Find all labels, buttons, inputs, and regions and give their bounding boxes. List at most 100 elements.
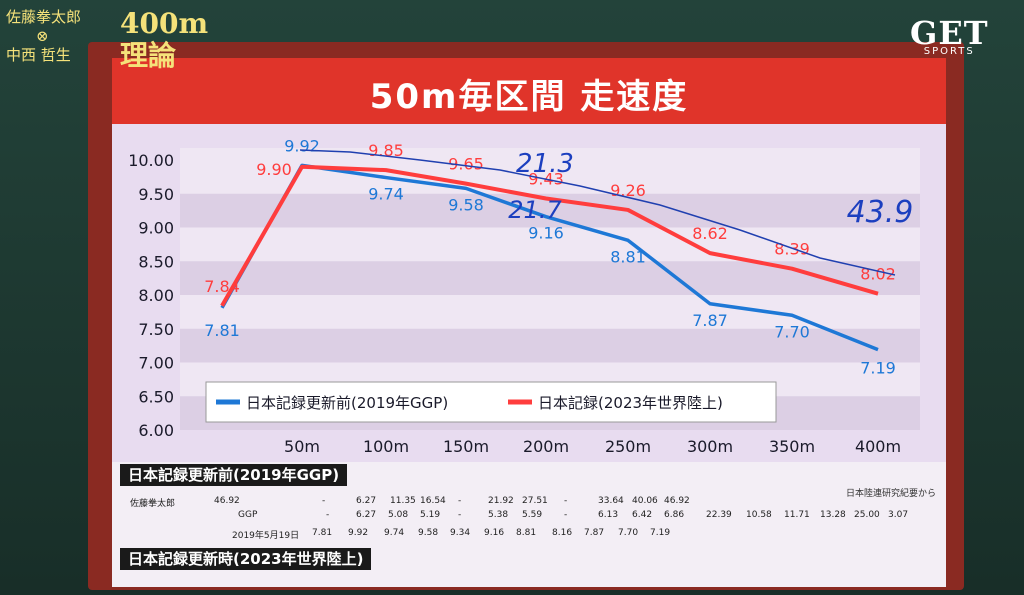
y-tick-label: 8.00 [138,286,174,305]
channel-logo: GET SPORTS [910,14,989,57]
table-cell: 9.34 [450,528,471,538]
x-tick-label: 150m [443,437,489,456]
table-cell: 6.86 [664,510,685,520]
table-cell: 40.06 [632,496,658,506]
table-cell: 9.58 [418,528,439,538]
y-tick-label: 6.50 [138,387,174,406]
x-tick-label: 400m [855,437,901,456]
table-cell: - [322,496,326,506]
guest-names: 佐藤拳太郎 ⊗ 中西 哲生 [6,8,81,65]
y-tick-label: 8.50 [138,252,174,271]
table-cell: 3.07 [888,510,909,520]
legend-label: 日本記録更新前(2019年GGP) [246,394,448,412]
table-cell: 21.92 [488,496,514,506]
x-tick-label: 300m [687,437,733,456]
data-label-2: 7.84 [204,277,240,296]
data-label-2: 8.39 [774,240,810,259]
table-cell: 6.13 [598,510,619,520]
table-section-2-heading: 日本記録更新時(2023年世界陸上) [120,548,372,570]
table-cell: 5.19 [420,510,441,520]
table-cell: 8.16 [552,528,573,538]
x-tick-label: 100m [363,437,409,456]
logo-sub: SPORTS [923,46,975,57]
topic-caption: 400m 理論 [120,8,208,72]
table-cell: - [458,496,462,506]
source-note: 日本陸連研究紀要から [845,489,936,499]
legend-label: 日本記録(2023年世界陸上) [538,394,723,412]
table-cell: 13.28 [820,510,846,520]
chart-title: 50m毎区間 走速度 [369,76,689,117]
table-cell: 6.42 [632,510,653,520]
table-cell: GGP [238,510,258,520]
data-label-2: 8.62 [692,224,728,243]
data-label-1: 9.74 [368,185,404,204]
table-cell: 佐藤拳太郎 [130,499,176,509]
table-cell: 22.39 [706,510,732,520]
cross-mark: ⊗ [36,27,49,45]
data-label-1: 9.92 [284,136,320,155]
table-cell: 27.51 [522,496,548,506]
data-label-2: 9.90 [256,160,292,179]
table-cell: 11.71 [784,510,810,520]
y-tick-label: 10.00 [128,151,174,170]
table-cell: 6.27 [356,510,377,520]
table-cell: 9.16 [484,528,505,538]
series-line-2 [220,164,879,307]
chart-title-bar: 50m毎区間 走速度 [112,58,946,128]
table-cell: 5.38 [488,510,509,520]
grid-band [180,328,920,363]
table-cell: 6.27 [356,496,377,506]
data-label-1: 7.70 [774,322,810,341]
table-cell: 7.19 [650,528,671,538]
table-cell: 9.74 [384,528,405,538]
table-cell: 2019年5月19日 [232,531,300,541]
table-cell: 10.58 [746,510,772,520]
y-tick-label: 9.50 [138,185,174,204]
y-tick-label: 9.00 [138,219,174,238]
table-cell: 25.00 [854,510,880,520]
x-tick-label: 200m [523,437,569,456]
table-cell: 16.54 [420,496,446,506]
table-cell: - [458,510,462,520]
table-cell: 5.59 [522,510,543,520]
x-tick-label: 350m [769,437,815,456]
data-label-1: 8.81 [610,247,646,266]
data-tables: 日本記録更新前(2019年GGP) 日本陸連研究紀要から 佐藤拳太郎 46.92 -… [112,462,946,587]
table-cell: 11.35 [390,496,416,506]
logo-main: GET [910,14,989,52]
data-label-1: 7.19 [860,359,896,378]
data-label-1: 9.58 [448,195,484,214]
topic-line-2: 理論 [120,39,177,72]
guest-name-1: 佐藤拳太郎 [6,8,82,26]
data-label-1: 7.87 [692,311,728,330]
table-cell: 7.87 [584,528,605,538]
data-label-1: 7.81 [204,321,240,340]
table-cell: 7.81 [312,528,333,538]
topic-line-1: 400m [120,7,209,40]
table-cell: 5.08 [388,510,409,520]
table-cell: - [564,510,568,520]
table-cell: - [564,496,568,506]
y-tick-label: 7.50 [138,320,174,339]
handwritten-note: 21.7 [508,196,562,224]
table-cell: 46.92 [214,496,240,506]
x-tick-label: 250m [605,437,651,456]
grid-band [180,261,920,295]
y-tick-label: 6.00 [138,421,174,440]
handwritten-curve [299,149,896,276]
legend-box [205,381,777,423]
table-section-1-heading: 日本記録更新前(2019年GGP) [120,464,348,486]
y-tick-label: 7.00 [138,354,174,373]
x-tick-label: 50m [284,437,320,456]
handwritten-note: 43.9 [847,195,914,230]
guest-name-2: 中西 哲生 [6,46,71,64]
table-cell: 33.64 [598,496,624,506]
table-cell: 8.81 [516,528,537,538]
table-cell: 46.92 [664,496,690,506]
table-cell: - [326,510,330,520]
program-overlay: 佐藤拳太郎 ⊗ 中西 哲生 400m 理論 [6,8,208,72]
table-cell: 9.92 [348,528,369,538]
data-label-1: 9.16 [528,224,564,243]
data-label-2: 9.65 [448,155,484,174]
